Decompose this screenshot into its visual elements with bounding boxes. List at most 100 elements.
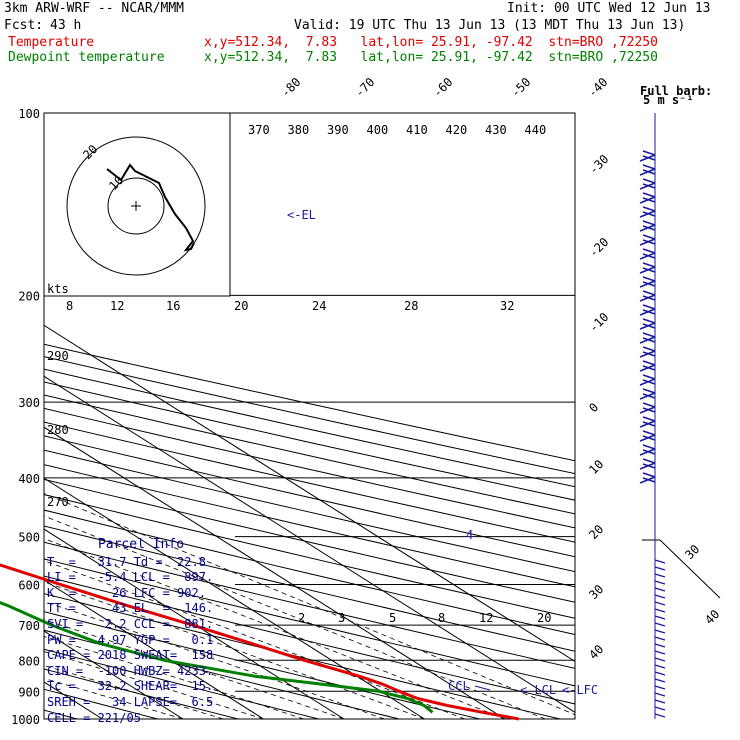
isotherm-line xyxy=(44,528,345,719)
barb-tick-30: 30 xyxy=(682,542,702,562)
wind-barb xyxy=(642,239,656,245)
mixing-ratio-label: 8 xyxy=(66,299,73,313)
barb-tick-40: 40 xyxy=(702,607,722,627)
wind-barb xyxy=(642,388,656,394)
theta-tick-label: 280 xyxy=(47,423,69,437)
moist-adiabat xyxy=(44,538,506,719)
wind-barb xyxy=(642,346,656,352)
parcel-row: CELL = 221/05 xyxy=(47,710,141,725)
wind-barb xyxy=(642,318,656,324)
temperature-tick-label: -40 xyxy=(585,75,610,100)
mixing-ratio-label: 20 xyxy=(234,299,248,313)
wind-barb xyxy=(642,444,656,450)
dry-adiabat xyxy=(44,525,575,652)
wind-barb xyxy=(642,458,656,464)
mixing-ratio-label: 32 xyxy=(500,299,514,313)
dry-adiabat xyxy=(44,611,480,719)
parcel-row: Tc = 32.2 SHEAR= 15. xyxy=(47,679,214,694)
parcel-row: T = 31.7 Td = 22.8 xyxy=(47,554,206,569)
parcel-info-title: Parcel Info xyxy=(97,537,185,552)
pressure-tick-label: 400 xyxy=(18,472,40,486)
wind-barb xyxy=(654,622,666,627)
wind-barb xyxy=(642,435,656,441)
parcel-row: SREH = 34 LAPSE= 6.5 xyxy=(47,694,214,709)
dry-adiabat xyxy=(44,648,319,719)
wind-barb xyxy=(642,155,656,161)
isotherm-line xyxy=(44,426,506,719)
wind-barb xyxy=(642,360,656,366)
theta-tick-label: 430 xyxy=(485,123,507,137)
mixing-ratio-label: 20 xyxy=(537,611,551,625)
wind-barb xyxy=(642,295,656,301)
init-time: Init: 00 UTC Wed 12 Jun 13 xyxy=(507,1,711,16)
wind-barb xyxy=(642,304,656,310)
valid-time: Valid: 19 UTC Thu 13 Jun 13 (13 MDT Thu … xyxy=(294,18,686,33)
mixing-ratio-label: 2 xyxy=(298,611,305,625)
dewpoint-line xyxy=(0,601,434,714)
parcel-row: K = 26 LFC = 902. xyxy=(47,585,206,600)
lfc-marker: <-LFC xyxy=(562,683,598,697)
mixing-ratio-label: 12 xyxy=(479,611,493,625)
isotherm-line xyxy=(44,579,264,719)
dry-adiabat xyxy=(44,575,575,705)
hodograph-units: kts xyxy=(47,282,69,296)
wind-barb xyxy=(642,150,656,156)
wind-barb xyxy=(654,664,666,669)
pressure-ticks: 100 200 300 400 500 600 700 800 900 1000 xyxy=(11,107,40,727)
wind-barb xyxy=(642,407,656,413)
wind-barb xyxy=(654,636,666,641)
theta-tick-label: 270 xyxy=(47,495,69,509)
pressure-tick-label: 700 xyxy=(18,619,40,633)
wind-barb xyxy=(642,332,656,338)
parcel-info-box: Parcel Info T = 31.7 Td = 22.8 LI = -5.4… xyxy=(47,537,235,726)
dry-adiabat xyxy=(44,541,575,669)
parcel-row: TT = 43 EL = 146. xyxy=(47,601,214,616)
wind-barb xyxy=(642,220,656,226)
wind-barb xyxy=(654,629,666,634)
wind-barb xyxy=(642,206,656,212)
wind-barb xyxy=(642,416,656,422)
wind-barb xyxy=(654,713,666,718)
pressure-tick-label: 1000 xyxy=(11,713,40,727)
dry-adiabat xyxy=(44,509,575,636)
wind-barb xyxy=(654,580,666,585)
wind-barb xyxy=(642,477,656,483)
dry-adiabat xyxy=(44,629,400,719)
hodograph-trace xyxy=(106,163,195,252)
temperature-tick-label: -50 xyxy=(508,75,533,100)
hodograph-ring-outer xyxy=(66,136,206,276)
wind-barb xyxy=(642,225,656,231)
dewpoint-info: x,y=512.34, 7.83 lat,lon= 25.91, -97.42 … xyxy=(204,50,658,65)
moist-adiabat xyxy=(44,636,304,719)
barb-legend-line1: Full barb: xyxy=(640,84,712,98)
hodograph-ring-inner xyxy=(107,177,165,235)
mixing-ratio-label: 5 xyxy=(389,611,396,625)
theta-tick-label: 420 xyxy=(446,123,468,137)
model-title: 3km ARW-WRF -- NCAR/MMM xyxy=(4,1,185,16)
theta-tick-label: 290 xyxy=(47,349,69,363)
wind-barb xyxy=(642,276,656,282)
ccl-marker: CCL xyxy=(448,679,470,693)
wind-barb xyxy=(642,178,656,184)
wind-barb xyxy=(654,706,666,711)
wind-barb xyxy=(642,379,656,385)
theta-tick-label: 410 xyxy=(406,123,428,137)
moist-adiabat xyxy=(44,492,575,716)
parcel-row: LI = -5.4 LCL = 897. xyxy=(47,570,214,585)
temperature-tick-label: 40 xyxy=(586,642,606,662)
wind-barb xyxy=(654,692,666,697)
wind-barb xyxy=(642,402,656,408)
temperature-ticks: -80 -70 -60 -50 -40 -30 -20 -10 0 10 20 30 40 xyxy=(278,75,611,662)
dry-adiabat xyxy=(44,449,575,573)
pressure-tick-label: 300 xyxy=(18,396,40,410)
wind-barb xyxy=(654,587,666,592)
theta-tick-label: 400 xyxy=(367,123,389,137)
wind-barb xyxy=(654,559,666,564)
lcl-marker: < LCL xyxy=(520,683,556,697)
temperature-tick-label: -70 xyxy=(352,75,377,100)
wind-barb xyxy=(642,337,656,343)
pressure-tick-label: 600 xyxy=(18,579,40,593)
pressure-tick-label: 100 xyxy=(18,107,40,121)
el-marker: <-EL xyxy=(287,208,316,222)
mixing-ratio-label: 12 xyxy=(110,299,124,313)
